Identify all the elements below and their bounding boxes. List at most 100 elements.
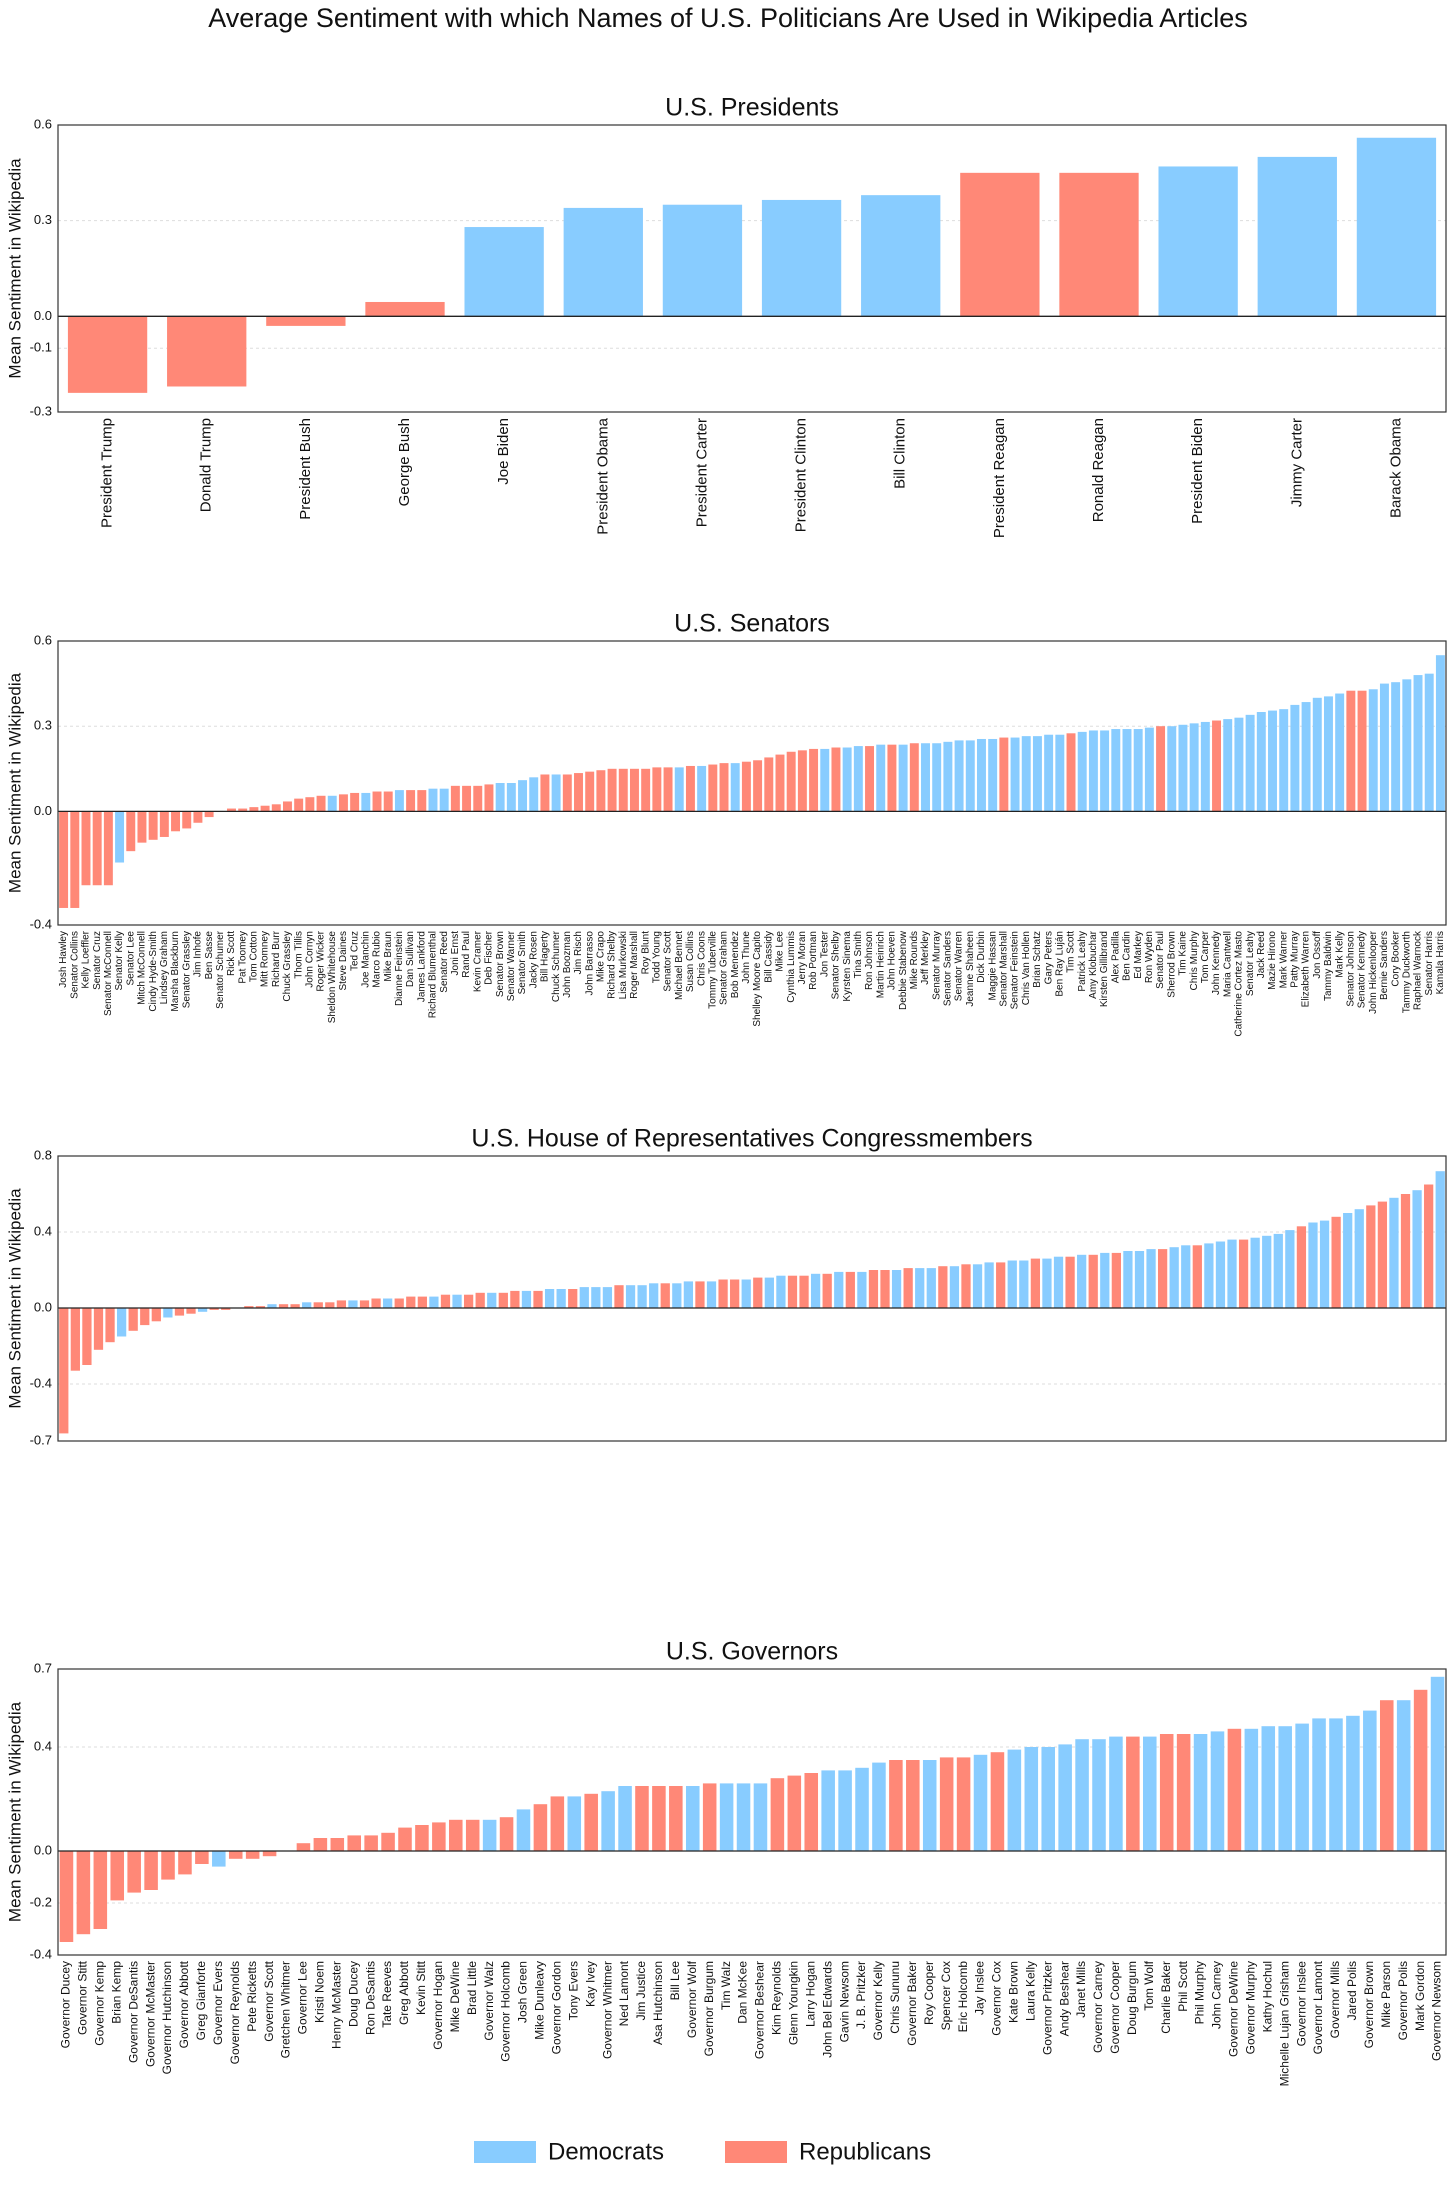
x-tick-label: Gary Peters bbox=[1043, 931, 1054, 984]
bar bbox=[1430, 1676, 1445, 1851]
y-tick-label: 0.7 bbox=[34, 1660, 52, 1675]
x-tick-label: Jim Inhofe bbox=[193, 931, 204, 978]
bar bbox=[1055, 734, 1065, 812]
bar bbox=[144, 1851, 158, 1890]
bar bbox=[1413, 675, 1423, 812]
bar bbox=[1354, 1209, 1364, 1308]
x-tick-label: Eric Holcomb bbox=[956, 1961, 970, 2033]
bar bbox=[440, 1294, 451, 1308]
bar bbox=[1262, 1235, 1272, 1308]
bar bbox=[949, 1266, 960, 1308]
bar bbox=[1092, 1739, 1106, 1851]
plot-frame bbox=[57, 124, 1447, 413]
x-tick-label: Senator Warren bbox=[954, 931, 965, 1001]
y-tick-label: -0.4 bbox=[30, 1946, 52, 1961]
bar bbox=[1312, 1718, 1326, 1851]
bar bbox=[533, 1290, 543, 1308]
bar bbox=[533, 1804, 548, 1851]
bar bbox=[406, 790, 416, 812]
x-tick-label: John Boozman bbox=[562, 931, 573, 998]
bar bbox=[1007, 1260, 1017, 1308]
panel-title: U.S. House of Representatives Congressme… bbox=[471, 1125, 1032, 1153]
x-tick-label: John Kennedy bbox=[1211, 931, 1222, 995]
bar bbox=[629, 768, 639, 812]
bar bbox=[1335, 693, 1345, 812]
x-tick-label: Mark Warner bbox=[1278, 930, 1289, 988]
x-tick-label: President Clinton bbox=[793, 418, 810, 532]
y-tick-label: 0.0 bbox=[34, 1299, 52, 1314]
plot-frame bbox=[57, 1155, 1447, 1442]
x-tick-label: Governor Baker bbox=[905, 1961, 919, 2046]
bar bbox=[1346, 690, 1356, 812]
bar bbox=[637, 1285, 647, 1308]
bar bbox=[128, 1308, 138, 1331]
bar bbox=[313, 1302, 323, 1308]
x-tick-label: Joe Biden bbox=[495, 418, 512, 485]
x-tick-label: Ted Cruz bbox=[349, 931, 360, 971]
bar bbox=[245, 1851, 260, 1859]
y-tick-label: 0.0 bbox=[34, 803, 52, 818]
bar bbox=[1331, 1216, 1341, 1308]
bar bbox=[417, 790, 427, 812]
bar bbox=[669, 1786, 683, 1851]
bar bbox=[719, 1783, 734, 1851]
bar bbox=[1100, 730, 1110, 812]
y-axis-label: Mean Sentiment in Wikipedia bbox=[5, 672, 24, 893]
y-tick-label: 0.0 bbox=[34, 308, 52, 323]
bar bbox=[394, 790, 404, 812]
bar bbox=[398, 1827, 412, 1851]
bar bbox=[1088, 730, 1098, 812]
y-tick-label: 0.3 bbox=[34, 718, 52, 733]
bar bbox=[804, 1773, 819, 1851]
bar bbox=[1167, 726, 1177, 812]
x-tick-label: Brad Little bbox=[465, 1961, 479, 2015]
bar bbox=[672, 1283, 682, 1308]
bar bbox=[685, 765, 695, 812]
x-tick-label: Deb Fischer bbox=[484, 930, 495, 985]
x-tick-label: Governor Whitmer bbox=[600, 1961, 614, 2059]
x-tick-label: Jon Ossoff bbox=[1312, 931, 1323, 979]
bar bbox=[1389, 1197, 1399, 1308]
x-tick-label: Governor Cooper bbox=[1108, 1961, 1122, 2054]
bar bbox=[861, 195, 941, 317]
bar bbox=[1290, 704, 1300, 812]
bar bbox=[148, 811, 158, 840]
bar bbox=[960, 172, 1040, 317]
x-tick-label: Governor Cox bbox=[990, 1961, 1004, 2036]
bar bbox=[1391, 682, 1401, 812]
bar bbox=[1273, 1233, 1283, 1308]
bar bbox=[383, 1298, 393, 1308]
bar bbox=[865, 746, 875, 812]
bar bbox=[361, 792, 371, 812]
bar bbox=[922, 1760, 937, 1851]
x-tick-label: Senator Warner bbox=[506, 930, 517, 1001]
bar bbox=[296, 1843, 311, 1851]
x-tick-label: Kelly Loeffler bbox=[81, 930, 92, 988]
bar bbox=[347, 1835, 361, 1851]
bar bbox=[262, 1851, 277, 1857]
bar bbox=[1111, 729, 1121, 812]
bar bbox=[1041, 1747, 1055, 1851]
bar bbox=[126, 811, 136, 852]
bar bbox=[1366, 1205, 1376, 1308]
x-tick-label: Dan Sullivan bbox=[405, 931, 416, 987]
bar bbox=[1058, 1744, 1072, 1851]
bar bbox=[1111, 1252, 1121, 1308]
bar bbox=[1212, 720, 1222, 812]
x-tick-label: Senator Collins bbox=[69, 931, 80, 999]
x-tick-label: Ed Markey bbox=[1133, 931, 1144, 979]
x-tick-label: Dan McKee bbox=[736, 1961, 750, 2024]
x-tick-label: James Lankford bbox=[416, 931, 427, 1002]
x-tick-label: President Trump bbox=[99, 418, 116, 528]
x-tick-label: Tom Wolf bbox=[1142, 1960, 1156, 2010]
bar bbox=[652, 1786, 666, 1851]
bar bbox=[810, 1273, 821, 1308]
bar bbox=[432, 1822, 446, 1851]
bar bbox=[753, 1277, 763, 1308]
y-tick-label: 0.4 bbox=[34, 1223, 52, 1238]
bar bbox=[1065, 1256, 1075, 1308]
x-tick-label: Marco Rubio bbox=[372, 931, 383, 988]
x-tick-label: Ben Cardin bbox=[1122, 931, 1133, 981]
x-tick-label: Senator Leahy bbox=[1245, 931, 1256, 996]
x-tick-label: Ned Lamont bbox=[617, 1960, 631, 2026]
